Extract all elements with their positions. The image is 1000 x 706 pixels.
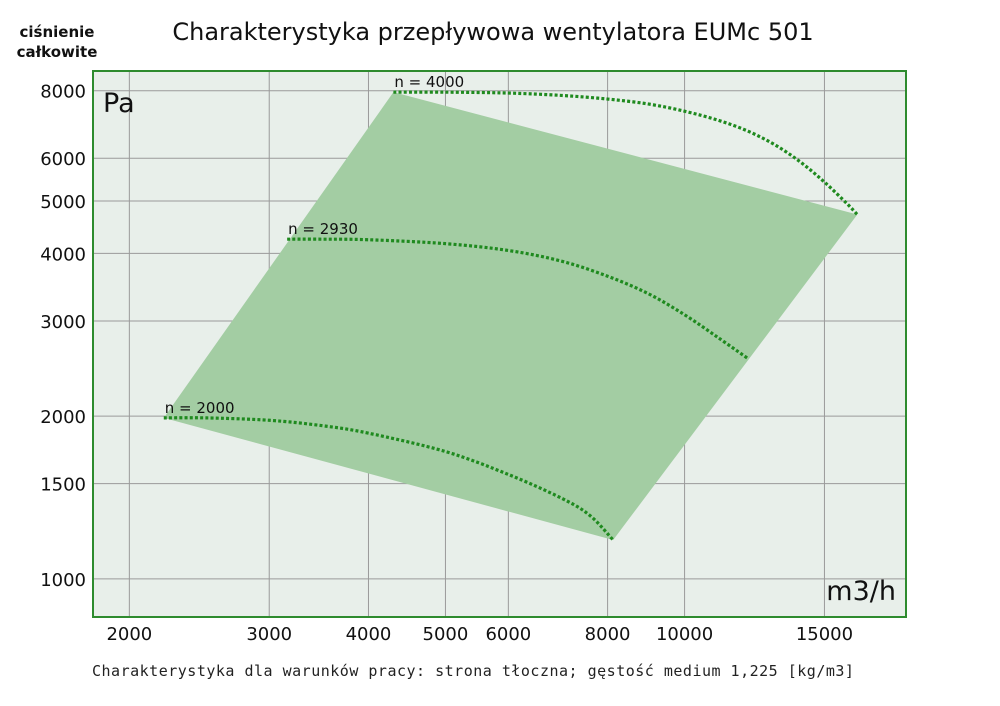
- y-tick-labels: 1000 1500 2000 3000 4000 5000 6000 8000: [40, 82, 86, 591]
- x-tick-8000: 8000: [585, 624, 631, 645]
- y-tick-1500: 1500: [40, 475, 86, 496]
- y-axis-label-line1: ciśnienie: [20, 23, 95, 41]
- x-tick-2000: 2000: [106, 624, 152, 645]
- curve-label-0: n = 4000: [394, 73, 464, 91]
- curve-labels: n = 4000 n = 2930 n = 2000: [165, 73, 464, 417]
- y-unit-label: Pa: [103, 88, 135, 119]
- x-tick-3000: 3000: [246, 624, 292, 645]
- y-tick-5000: 5000: [40, 192, 86, 213]
- speed-curves: [163, 90, 859, 542]
- curve-series-0: [393, 90, 859, 216]
- y-tick-4000: 4000: [40, 244, 86, 265]
- chart-title: Charakterystyka przepływowa wentylatora …: [172, 18, 813, 46]
- x-tick-6000: 6000: [485, 624, 531, 645]
- y-tick-1000: 1000: [40, 570, 86, 591]
- y-axis-label-line2: całkowite: [17, 43, 98, 61]
- x-unit-label: m3/h: [826, 576, 896, 607]
- x-tick-15000: 15000: [796, 624, 853, 645]
- y-tick-6000: 6000: [40, 149, 86, 170]
- curve-label-1: n = 2930: [288, 220, 358, 238]
- curve-label-2: n = 2000: [165, 399, 235, 417]
- y-tick-8000: 8000: [40, 82, 86, 103]
- y-tick-2000: 2000: [40, 407, 86, 428]
- x-tick-5000: 5000: [423, 624, 469, 645]
- y-tick-3000: 3000: [40, 312, 86, 333]
- footnote: Charakterystyka dla warunków pracy: stro…: [92, 662, 854, 680]
- plot-frame: [92, 70, 907, 618]
- x-tick-4000: 4000: [346, 624, 392, 645]
- x-tick-10000: 10000: [656, 624, 713, 645]
- x-tick-labels: 2000 3000 4000 5000 6000 8000 10000 15000: [106, 624, 853, 645]
- curve-series-1: [287, 237, 749, 360]
- curve-series-2: [163, 416, 615, 542]
